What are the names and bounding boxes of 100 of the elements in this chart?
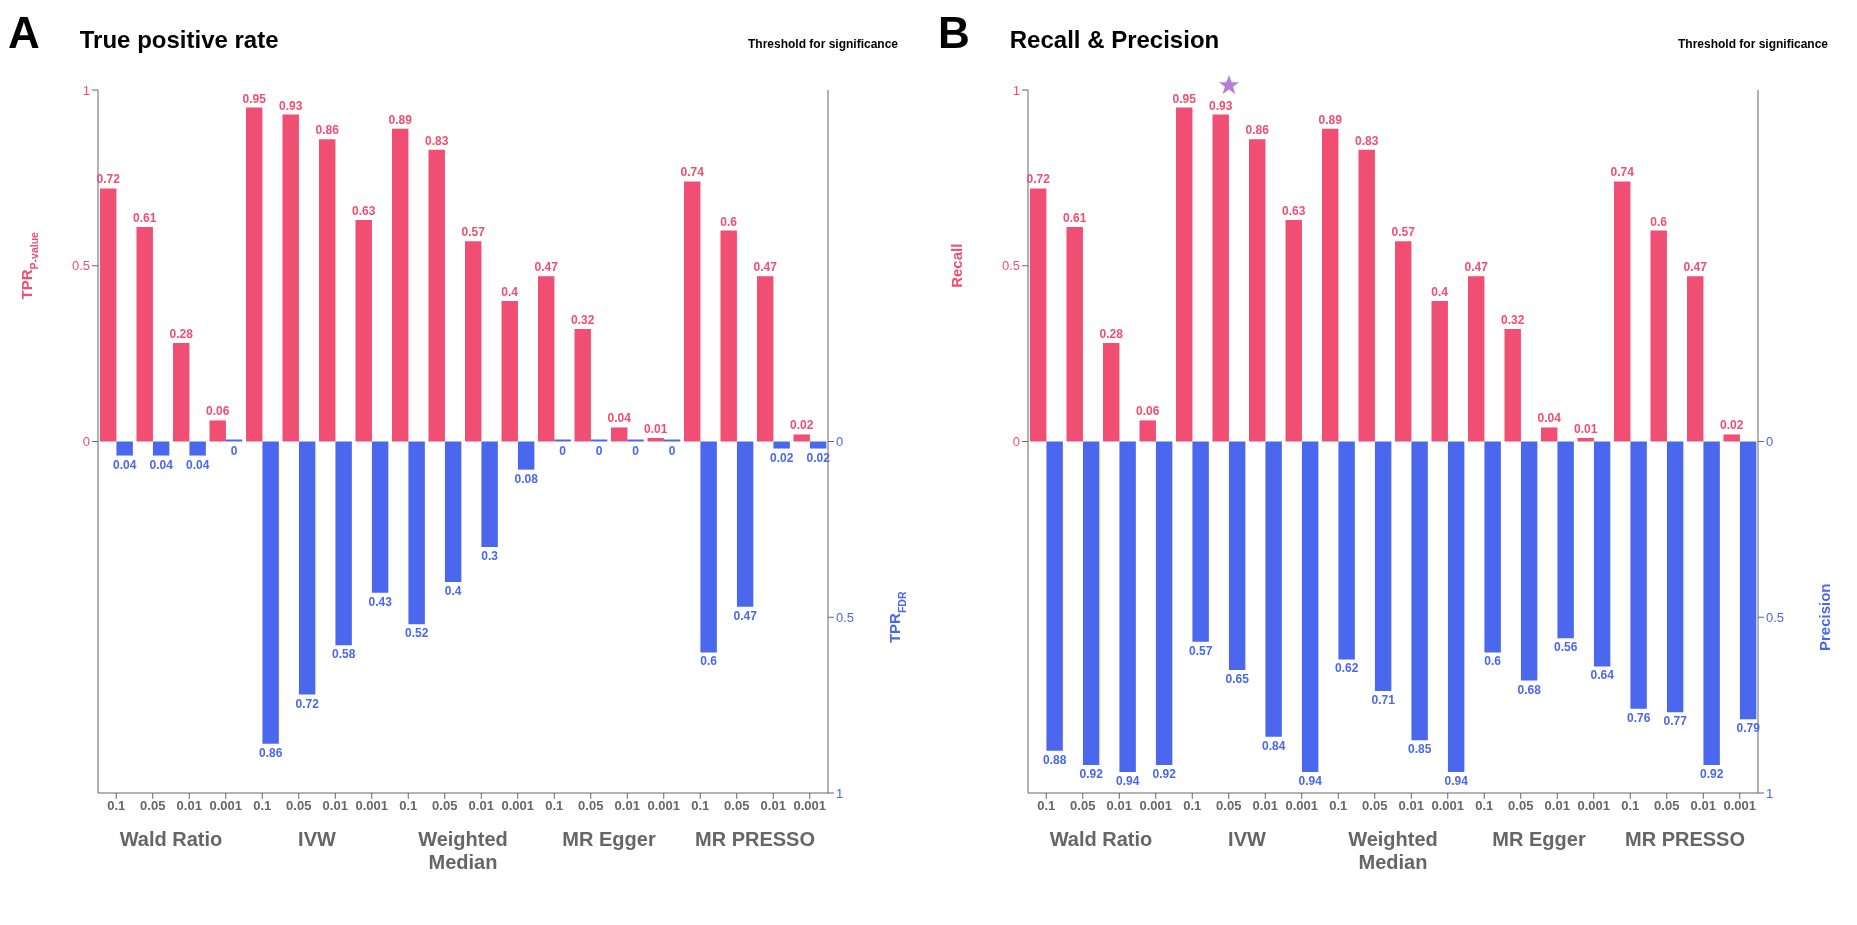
bar (100, 188, 117, 442)
bar (611, 427, 628, 442)
data-label: 0.28 (169, 327, 194, 342)
bar (517, 441, 535, 470)
data-label: 0.04 (185, 457, 210, 472)
bar (1155, 441, 1173, 765)
bar (392, 128, 409, 442)
data-label: 0.79 (1736, 721, 1761, 736)
bar (408, 441, 425, 625)
data-label: 0.47 (1683, 260, 1708, 275)
bar (262, 441, 279, 744)
bar (627, 439, 644, 442)
text: Weighted Median (417, 828, 509, 874)
x-tick-label: 0.05 (1654, 798, 1680, 814)
data-label: 0.85 (1407, 742, 1432, 757)
bar (189, 441, 206, 456)
x-tick-label: 0.1 (1183, 798, 1202, 814)
data-label: 0.4 (501, 284, 519, 299)
bar (1687, 276, 1704, 442)
data-label: 0.01 (644, 421, 668, 436)
bar (684, 181, 701, 442)
data-label: 0.72 (1026, 172, 1051, 187)
text: Threshold for significance (747, 37, 898, 51)
data-label: 0 (595, 443, 603, 458)
data-label: 0.72 (96, 172, 121, 187)
data-label: 0.61 (133, 211, 157, 226)
x-tick-label: 0.1 (1329, 798, 1348, 814)
data-label: 0.43 (368, 594, 393, 609)
x-tick-label: 0.01 (1398, 798, 1424, 814)
bar (773, 441, 790, 449)
x-tick-label: 0.01 (1106, 798, 1132, 814)
bar (1431, 300, 1448, 442)
data-label: 0.08 (514, 471, 539, 486)
data-label: 0.52 (404, 626, 429, 641)
data-label: 0.47 (1464, 260, 1489, 275)
data-label: 0.77 (1663, 714, 1688, 729)
text: IVW (1227, 828, 1267, 852)
bar (1650, 230, 1667, 442)
x-tick-label: 0.1 (1037, 798, 1056, 814)
bar (136, 227, 153, 442)
bar (1666, 441, 1684, 713)
text: MR PRESSO (1624, 828, 1746, 852)
data-label: 0.06 (1136, 404, 1160, 419)
bar (1358, 149, 1375, 442)
bar (720, 230, 737, 442)
data-label: 0.89 (1318, 112, 1343, 127)
x-tick-label: 0.01 (1252, 798, 1278, 814)
data-label: 0 (668, 443, 676, 458)
y-tick-label: 0.5 (1001, 258, 1020, 274)
text: Wald Ratio (1048, 828, 1154, 852)
chart-title: B (938, 8, 970, 58)
bar (809, 441, 827, 449)
bar (538, 276, 555, 442)
data-label: 0.88 (1042, 752, 1067, 767)
bar (225, 439, 243, 442)
bar (1557, 441, 1574, 639)
data-label: 0.83 (425, 133, 449, 148)
data-label: 0.86 (1245, 123, 1270, 138)
x-tick-label: 0.05 (724, 798, 750, 814)
bar (1593, 441, 1611, 667)
bar (1468, 276, 1485, 442)
bar (335, 441, 352, 646)
data-label: 0.68 (1517, 682, 1542, 697)
x-tick-label: 0.001 (1577, 798, 1611, 814)
bar (501, 300, 518, 442)
bar (1176, 107, 1193, 442)
data-label: 0.83 (1355, 133, 1379, 148)
data-label: 0.02 (1720, 418, 1744, 433)
bar (1265, 441, 1282, 737)
text: MR Egger (1491, 828, 1587, 852)
bar (1374, 441, 1392, 692)
data-label: 0.3 (481, 548, 499, 563)
bar (700, 441, 717, 653)
bar (1192, 441, 1209, 642)
bar (1447, 441, 1465, 772)
data-label: 0.94 (1444, 773, 1469, 788)
bar (757, 276, 774, 442)
text: IVW (297, 828, 337, 852)
bar (1577, 437, 1594, 442)
bar (1703, 441, 1720, 765)
data-label: 0.61 (1063, 211, 1087, 226)
bar (355, 220, 372, 442)
x-tick-label: 0.01 (1690, 798, 1716, 814)
data-label: 0.4 (1431, 284, 1449, 299)
x-tick-label: 0.001 (793, 798, 827, 814)
text: Weighted Median (1347, 828, 1439, 874)
bar (574, 329, 591, 442)
data-label: 0.95 (1172, 91, 1197, 106)
x-tick-label: 0.1 (107, 798, 126, 814)
data-label: 0.62 (1334, 661, 1359, 676)
data-label: 0.28 (1099, 327, 1124, 342)
bar (1504, 329, 1521, 442)
data-label: 0 (230, 443, 238, 458)
chart-title: A (8, 8, 40, 58)
data-label: 0.74 (680, 165, 705, 180)
data-label: 0.04 (149, 457, 174, 472)
data-label: 0.04 (1537, 411, 1562, 426)
data-label: 0.6 (700, 654, 718, 669)
bar (1322, 128, 1339, 442)
text: MR PRESSO (694, 828, 816, 852)
